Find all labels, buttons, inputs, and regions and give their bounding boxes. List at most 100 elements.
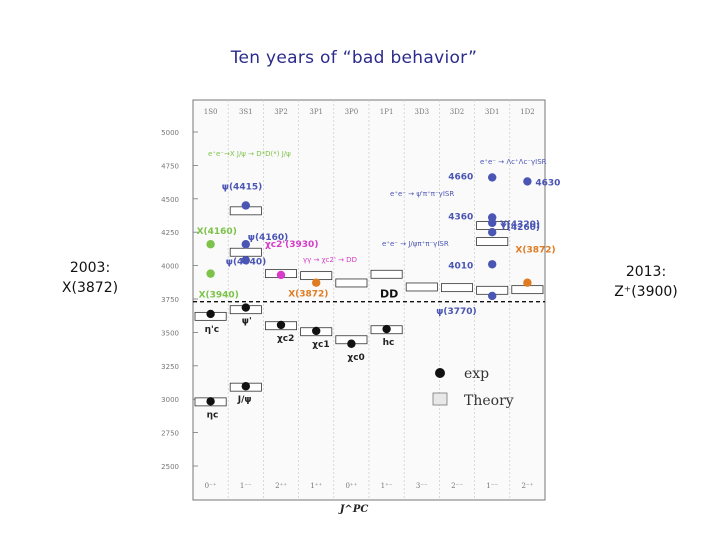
measured-state-dot — [241, 382, 250, 391]
measured-state-dot — [312, 326, 321, 336]
y-tick-label: 3750 — [161, 296, 179, 304]
measured-state-dot — [241, 240, 250, 249]
measured-state-label: J/ψ — [237, 395, 252, 405]
bottom-category-label: 1⁺⁻ — [381, 482, 393, 490]
measured-state-label: 4630 — [535, 178, 560, 188]
top-category-label: 3D3 — [415, 108, 430, 116]
measured-state-dot — [488, 260, 497, 269]
measured-state-dot — [488, 173, 497, 182]
measured-state-dot — [523, 177, 532, 186]
bottom-category-label: 0⁺⁺ — [345, 482, 357, 490]
measured-state-label: ψ' — [242, 317, 252, 327]
bottom-category-label: 3⁻⁻ — [416, 482, 428, 490]
top-category-label: 1P1 — [380, 108, 394, 116]
measured-state-label: X(3872) — [515, 246, 555, 256]
measured-state-dot — [488, 218, 497, 228]
right-label-year: 2013: — [625, 264, 667, 280]
y-tick-label: 3500 — [161, 329, 179, 337]
measured-state-label: χc2 — [277, 334, 294, 344]
measured-state-dot — [276, 320, 286, 330]
theory-level-box — [229, 247, 262, 257]
y-tick-label: 3250 — [161, 363, 179, 371]
measured-state-dot — [206, 309, 215, 319]
process-annotation: e⁺e⁻ → Λc⁺Λc⁻γISR — [480, 158, 547, 166]
top-category-label: 1S0 — [204, 108, 218, 116]
top-category-label: 1D2 — [520, 108, 535, 116]
top-category-label: 3D1 — [485, 108, 500, 116]
legend-theory-marker — [432, 392, 448, 406]
left-label-year: 2003: — [69, 260, 111, 276]
process-annotation: e⁺e⁻ → ψ'π⁺π⁻γISR — [390, 190, 454, 198]
measured-state-label: ψ(4415) — [222, 182, 262, 192]
measured-state-label: χc1 — [312, 340, 329, 350]
measured-state-label: hc — [383, 338, 395, 348]
measured-state-dot — [382, 324, 391, 334]
legend-theory-label: Theory — [464, 393, 514, 409]
measured-state-label: ηc — [207, 410, 219, 420]
slide-title: Ten years of “bad behavior” — [230, 48, 478, 68]
measured-state-label: ψ(4040) — [226, 257, 266, 267]
y-tick-label: 3000 — [161, 396, 179, 404]
process-annotation: γγ → χc2' → DD — [303, 256, 357, 264]
top-category-label: 3P1 — [309, 108, 323, 116]
measured-state-dot — [488, 291, 497, 301]
legend-exp-marker — [435, 368, 445, 378]
measured-state-dot — [241, 303, 250, 312]
theory-level-box — [440, 283, 473, 293]
y-tick-label: 2500 — [161, 463, 179, 471]
measured-state-dot — [206, 397, 215, 406]
measured-state-label: η'c — [205, 325, 220, 335]
x-axis-label: J^PC — [338, 504, 369, 515]
measured-state-dot — [206, 240, 215, 249]
measured-state-label: X(3940) — [199, 291, 239, 301]
theory-level-box — [335, 278, 368, 288]
measured-state-dot — [488, 228, 497, 237]
top-category-label: 3P2 — [274, 108, 288, 116]
measured-state-dot — [276, 270, 286, 280]
y-tick-label: 5000 — [161, 129, 179, 137]
bottom-category-label: 2⁻⁻ — [451, 482, 463, 490]
theory-level-box — [476, 237, 509, 246]
measured-state-dot — [523, 278, 532, 287]
measured-state-label: Y(4260) — [499, 223, 540, 233]
measured-state-label: X(4160) — [197, 227, 237, 237]
bottom-category-label: 1⁺⁺ — [310, 482, 322, 490]
process-annotation: e⁺e⁻→X J/ψ → D*D(*) J/ψ — [208, 150, 291, 158]
y-tick-label: 2750 — [161, 430, 179, 438]
theory-level-box — [370, 269, 403, 279]
top-category-label: 3P0 — [345, 108, 359, 116]
measured-state-label: χc2'(3930) — [265, 240, 318, 250]
right-label-state: Z⁺(3900) — [614, 284, 678, 300]
bottom-category-label: 2⁻⁺ — [521, 482, 533, 490]
measured-state-label: ψ(3770) — [436, 307, 476, 317]
bottom-category-label: 1⁻⁻ — [486, 482, 498, 490]
measured-state-dot — [241, 256, 250, 265]
top-category-label: 3D2 — [450, 108, 465, 116]
theory-level-box — [405, 282, 438, 292]
measured-state-label: ψ(4160) — [248, 233, 288, 243]
measured-state-label: 4360 — [448, 213, 473, 223]
measured-state-label: 4010 — [448, 261, 473, 271]
y-tick-label: 4500 — [161, 196, 179, 204]
left-label-state: X(3872) — [61, 280, 119, 296]
measured-state-dot — [206, 269, 215, 278]
bottom-category-label: 1⁻⁻ — [240, 482, 252, 490]
y-tick-label: 4000 — [161, 263, 179, 271]
bottom-category-label: 2⁺⁺ — [275, 482, 287, 490]
measured-state-label: 4660 — [448, 172, 473, 182]
bottom-category-label: 0⁻⁺ — [205, 482, 217, 490]
dd-threshold-label: DD — [380, 288, 398, 301]
measured-state-dot — [312, 278, 321, 287]
measured-state-label: X(3872) — [288, 290, 328, 300]
measured-state-dot — [347, 339, 356, 348]
measured-state-label: Y(4320) — [499, 220, 540, 230]
y-tick-label: 4250 — [161, 229, 179, 237]
measured-state-dot — [241, 201, 250, 210]
legend-exp-label: exp — [464, 366, 489, 382]
theory-level-box — [300, 271, 333, 281]
measured-state-label: χc0 — [347, 353, 364, 363]
y-tick-label: 4750 — [161, 162, 179, 170]
left-side-label: 2003: X(3872) — [40, 258, 140, 298]
top-category-label: 3S1 — [239, 108, 253, 116]
